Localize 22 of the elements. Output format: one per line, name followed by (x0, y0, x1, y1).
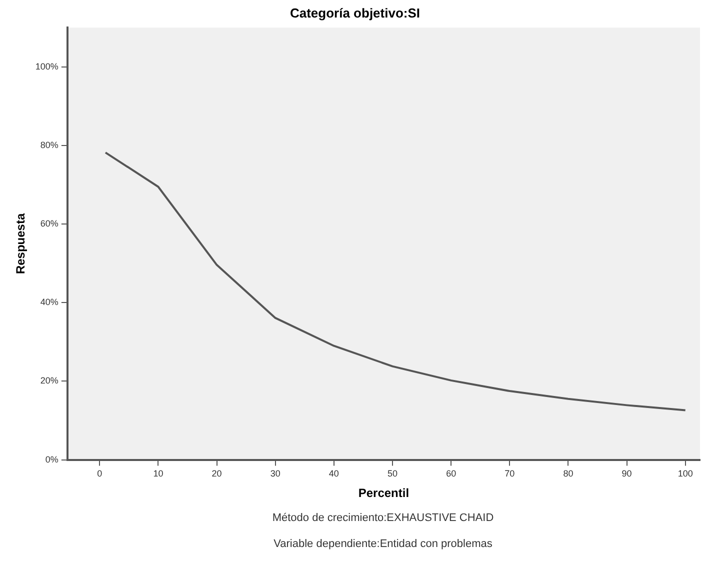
y-tick-label: 100% (35, 61, 58, 72)
x-tick-label: 10 (153, 468, 164, 479)
chart-title: Categoría objetivo:SI (290, 5, 420, 20)
x-tick-label: 0 (97, 468, 102, 479)
x-tick-label: 100 (678, 468, 693, 479)
y-tick-label: 0% (45, 454, 58, 464)
x-tick-label: 70 (504, 468, 515, 479)
x-axis-title: Percentil (358, 486, 410, 500)
x-tick-label: 80 (563, 468, 574, 479)
text: Método de crecimiento:EXHAUSTIVE CHAID (271, 511, 495, 526)
x-tick-label: 50 (387, 468, 398, 479)
x-tick-label: 40 (328, 468, 339, 479)
x-tick-label: 60 (446, 468, 456, 479)
y-tick-label: 40% (40, 297, 58, 308)
x-tick-label: 30 (270, 468, 280, 479)
y-tick-label: 80% (40, 140, 58, 150)
y-axis-title: Respuesta (14, 213, 28, 274)
y-tick-label: 20% (40, 376, 58, 386)
text: Variable dependiente:Entidad con problemas (272, 537, 494, 552)
x-tick-label: 20 (212, 468, 222, 479)
y-tick-label: 60% (40, 218, 58, 229)
x-tick-label: 90 (622, 468, 632, 479)
